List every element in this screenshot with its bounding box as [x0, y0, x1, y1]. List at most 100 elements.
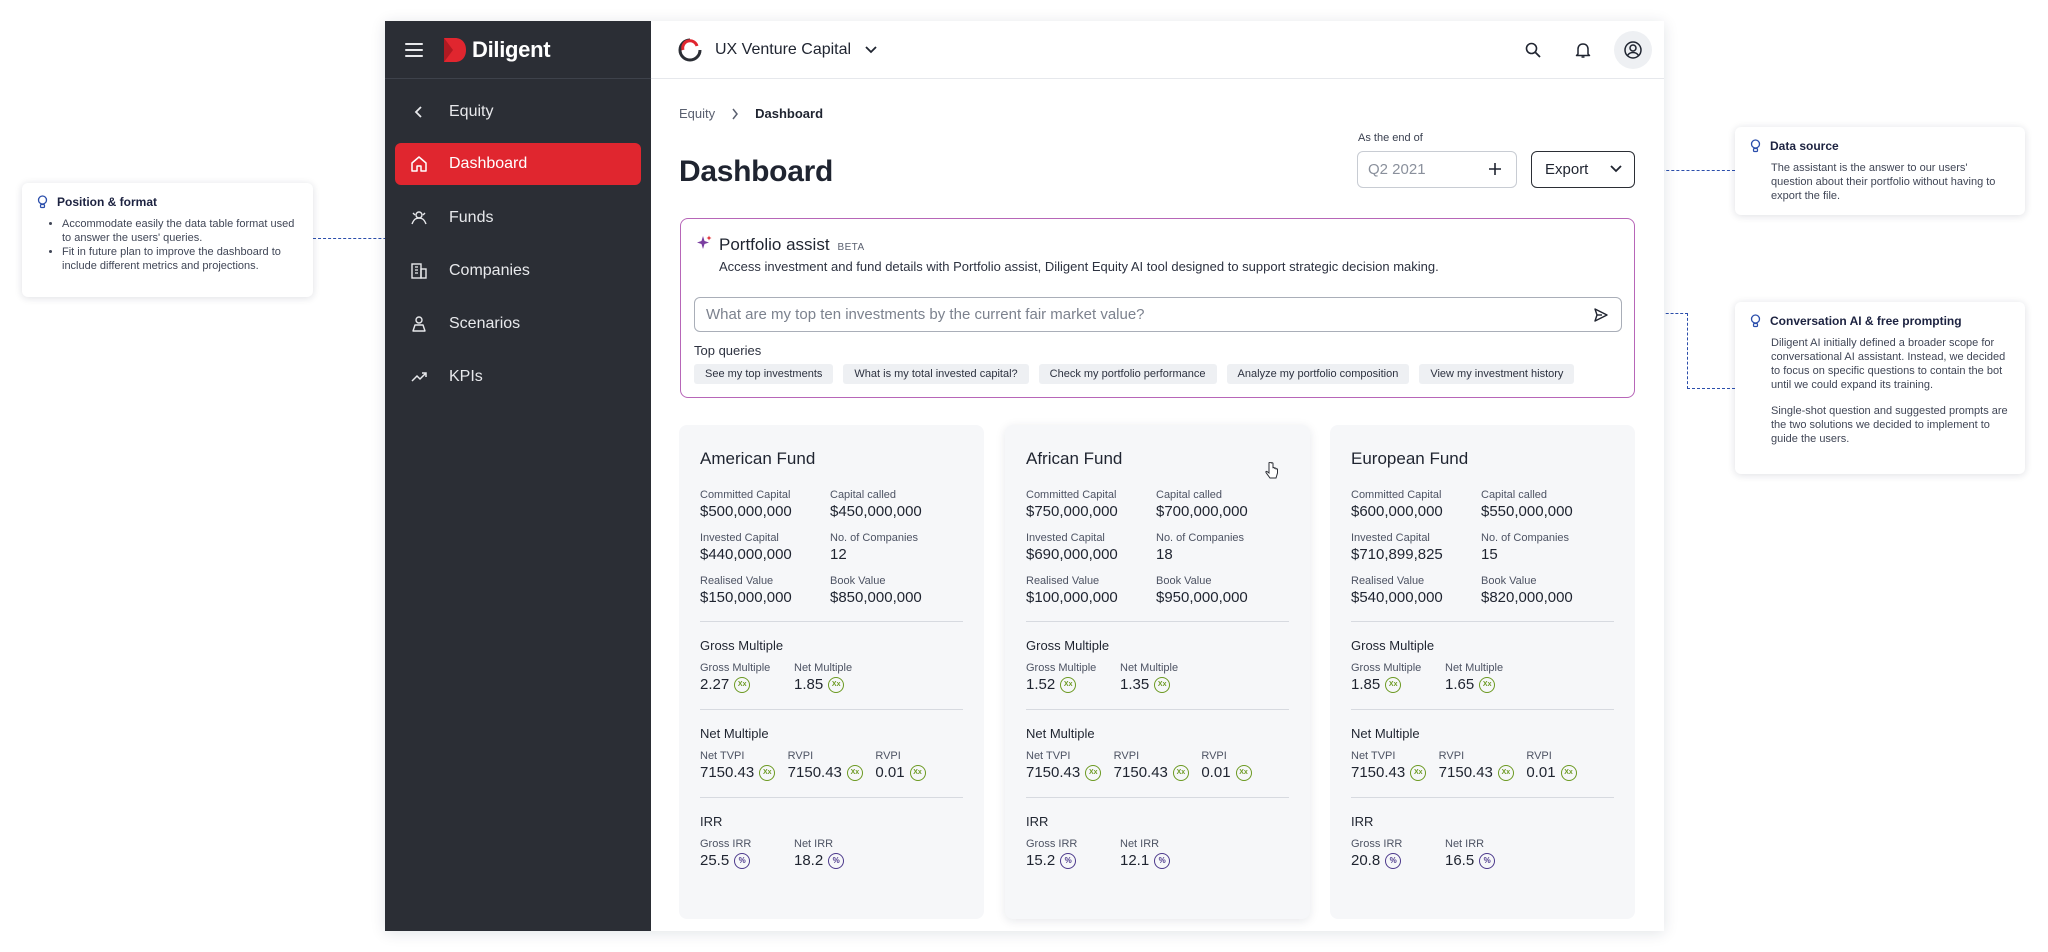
assist-query-placeholder: What are my top ten investments by the c… [706, 306, 1145, 323]
fund-metric: RVPI 0.01 Xx [1201, 749, 1289, 783]
fund-stat-value: $600,000,000 [1351, 503, 1443, 520]
sidebar-item-label: KPIs [449, 368, 483, 385]
sidebar-back-equity[interactable]: Equity [395, 91, 641, 133]
fund-stat: Capital called $550,000,000 [1481, 489, 1611, 521]
fund-stat-label: Committed Capital [1026, 489, 1117, 501]
divider [1351, 709, 1614, 710]
fund-metric-label: RVPI [1526, 750, 1552, 762]
fund-stat: Book Value $950,000,000 [1156, 575, 1286, 607]
trend-icon [409, 367, 429, 387]
fund-stat-label: No. of Companies [830, 532, 919, 544]
diligent-logo-icon [444, 37, 466, 62]
sidebar-item-scenarios[interactable]: Scenarios [395, 303, 641, 345]
fund-stat-value: $690,000,000 [1026, 546, 1118, 563]
fund-metric: RVPI 0.01 Xx [1526, 749, 1614, 783]
fund-metric-value-row: 20.8 % [1351, 851, 1445, 871]
fund-metric: Net IRR 18.2 % [794, 837, 888, 871]
net-multiple-row: Net TVPI 7150.43 Xx RVPI 7150.43 Xx RVPI… [700, 749, 963, 783]
multiple-badge-icon: Xx [1172, 765, 1189, 781]
fund-stat: Committed Capital $600,000,000 [1351, 489, 1481, 521]
query-chip[interactable]: What is my total invested capital? [843, 364, 1029, 384]
sparkle-icon [697, 235, 712, 249]
fund-stat-label: Committed Capital [700, 489, 791, 501]
fund-stat: Committed Capital $500,000,000 [700, 489, 830, 521]
fund-metric: Net TVPI 7150.43 Xx [700, 749, 788, 783]
divider [1026, 621, 1289, 622]
fund-metric-label: RVPI [1201, 750, 1227, 762]
gross-multiple-row: Gross Multiple 2.27 Xx Net Multiple 1.85… [700, 661, 963, 695]
callout-conversation-text: Diligent AI initially defined a broader … [1771, 337, 2006, 391]
menu-icon[interactable] [405, 42, 423, 57]
fund-metric-label: RVPI [1438, 750, 1465, 762]
fund-capital-grid: Committed Capital $750,000,000 Capital c… [1026, 489, 1289, 607]
fund-stat-label: Invested Capital [700, 532, 779, 544]
fund-metric: Gross IRR 20.8 % [1351, 837, 1445, 871]
multiple-badge-icon: Xx [1154, 677, 1171, 693]
fund-stat-label: Book Value [1481, 575, 1537, 587]
fund-metric-value-row: 0.01 Xx [875, 763, 963, 783]
connector-line [1687, 313, 1688, 389]
fund-stat-label: No. of Companies [1481, 532, 1570, 544]
assist-query-input[interactable]: What are my top ten investments by the c… [694, 297, 1622, 332]
fund-metric-label: Net TVPI [700, 750, 745, 762]
callout-position-bullet: Accommodate easily the data table format… [62, 217, 299, 245]
send-icon[interactable] [1593, 307, 1609, 323]
section-title-net-multiple: Net Multiple [1351, 726, 1420, 741]
fund-stat: Capital called $700,000,000 [1156, 489, 1286, 521]
chevron-left-icon [409, 102, 429, 122]
sidebar-item-kpis[interactable]: KPIs [395, 356, 641, 398]
multiple-badge-icon: Xx [1085, 765, 1102, 781]
fund-card-american[interactable]: American Fund Committed Capital $500,000… [679, 425, 984, 919]
query-chip[interactable]: Analyze my portfolio composition [1226, 364, 1410, 384]
fund-metric-label: Net IRR [1445, 838, 1485, 850]
org-switcher[interactable]: UX Venture Capital [675, 36, 877, 64]
fund-metric-label: Net Multiple [1445, 662, 1504, 674]
fund-metric-label: RVPI [787, 750, 814, 762]
fund-metric-value-row: 7150.43 Xx [1114, 763, 1202, 783]
multiple-badge-icon: Xx [828, 677, 845, 693]
top-actions [1514, 31, 1652, 69]
sidebar-item-funds[interactable]: Funds [395, 197, 641, 239]
irr-row: Gross IRR 20.8 % Net IRR 16.5 % [1351, 837, 1614, 871]
search-icon [1525, 42, 1541, 58]
fund-metric-label: Gross IRR [700, 838, 752, 850]
fund-stat-value: 12 [830, 546, 847, 563]
irr-row: Gross IRR 15.2 % Net IRR 12.1 % [1026, 837, 1289, 871]
fund-metric-value: 15.2 [1026, 852, 1056, 869]
query-chip[interactable]: Check my portfolio performance [1038, 364, 1217, 384]
divider [1351, 797, 1614, 798]
sidebar: Diligent Equity Dashboard Funds Companie… [385, 21, 651, 931]
fund-card-european[interactable]: European Fund Committed Capital $600,000… [1330, 425, 1635, 919]
fund-metric-value: 7150.43 [1113, 764, 1168, 781]
bell-icon [1575, 43, 1591, 58]
search-button[interactable] [1514, 31, 1552, 69]
callout-position-format: Position & format Accommodate easily the… [22, 183, 313, 297]
fund-stat: No. of Companies 15 [1481, 532, 1611, 564]
notifications-button[interactable] [1564, 31, 1602, 69]
section-title-net-multiple: Net Multiple [700, 726, 769, 741]
fund-metric: Net TVPI 7150.43 Xx [1026, 749, 1114, 783]
account-button[interactable] [1614, 31, 1652, 69]
fund-metric: Gross Multiple 1.85 Xx [1351, 661, 1445, 695]
sidebar-item-dashboard[interactable]: Dashboard [395, 143, 641, 185]
fund-name: African Fund [1026, 449, 1123, 468]
export-button[interactable]: Export [1531, 151, 1635, 188]
fund-card-african[interactable]: African Fund Committed Capital $750,000,… [1005, 425, 1310, 919]
query-chip[interactable]: View my investment history [1419, 364, 1575, 384]
multiple-badge-icon: Xx [1410, 765, 1427, 781]
callout-data-source: Data source The assistant is the answer … [1735, 127, 2025, 215]
fund-stat-value: 15 [1481, 546, 1498, 563]
assist-description: Access investment and fund details with … [719, 259, 1439, 274]
fund-stat-value: $150,000,000 [700, 589, 792, 606]
breadcrumb-link-equity[interactable]: Equity [679, 106, 716, 121]
fund-metric-value: 20.8 [1351, 852, 1381, 869]
chevron-right-icon [732, 108, 739, 119]
query-chip[interactable]: See my top investments [694, 364, 834, 384]
plus-icon[interactable] [1486, 160, 1504, 178]
gross-multiple-row: Gross Multiple 1.52 Xx Net Multiple 1.35… [1026, 661, 1289, 695]
section-title-gross-multiple: Gross Multiple [1351, 638, 1435, 653]
sidebar-item-companies[interactable]: Companies [395, 250, 641, 292]
as-of-period-field[interactable]: Q2 2021 [1357, 151, 1517, 188]
fund-stat: Capital called $450,000,000 [830, 489, 960, 521]
mouse-pointer-icon [1265, 462, 1278, 479]
